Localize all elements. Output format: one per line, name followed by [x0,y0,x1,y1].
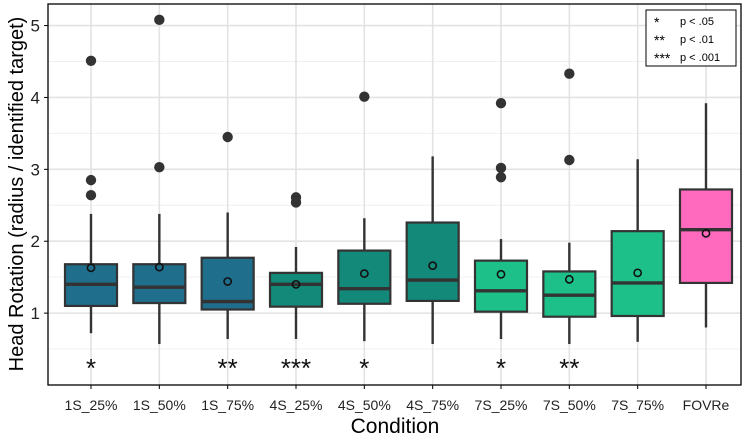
mean-marker [496,269,506,279]
outlier-point [359,91,370,102]
y-tick-label: 5 [31,17,40,36]
box-7S_25%: * [473,98,529,383]
outlier-point [154,14,165,26]
x-axis-ticks: 1S_25% 1S_50% 1S_75% 4S_25% 4S_50% 4S_75% 7S_2… [65,385,730,413]
box-1S_50% [132,14,187,345]
x-tick-label: 1S_50% [133,397,186,413]
legend-label: p < .05 [680,16,714,28]
outlier-point [564,154,575,166]
y-tick-label: 1 [31,304,40,323]
box-1S_25%: * [63,55,119,383]
box-4S_25%: *** [268,192,324,383]
box-4S_75% [405,156,460,345]
mean-marker [564,274,574,284]
outlier-point [85,174,97,186]
y-tick-label: 3 [31,160,40,179]
box-4S_50%: * [337,91,392,383]
legend-box [645,9,737,67]
plot-frame [47,3,742,386]
x-tick-label: 7S_50% [543,397,596,413]
x-tick-label: 1S_75% [201,397,254,413]
significance-marker: * [496,353,506,383]
y-tick-label: 2 [31,232,40,251]
significance-marker: *** [281,353,311,383]
y-axis-ticks: 1 2 3 4 5 [31,17,48,323]
box-7S_50%: ** [542,68,597,383]
mean-marker [428,261,438,271]
x-tick-label: 7S_25% [475,397,528,413]
y-axis-label: Head Rotation (radius / identified targe… [6,17,28,372]
outlier-point [154,161,165,173]
x-axis-label: Condition [351,415,440,436]
legend-label: p < .01 [680,34,714,46]
x-tick-label: 4S_50% [338,397,391,413]
outlier-point [495,162,507,174]
legend: * p < .05 ** p < .01 *** p < .001 [645,9,737,67]
x-tick-label: 1S_25% [65,397,118,413]
box-FOVRe [678,103,734,328]
outlier-point [85,55,97,66]
x-tick-label: 7S_75% [611,397,664,413]
box-1S_75%: ** [200,131,255,383]
mean-marker [291,279,301,289]
x-tick-label: 4S_25% [270,397,323,413]
significance-marker: * [86,353,96,383]
mean-marker [701,228,711,238]
box-7S_75% [610,159,665,342]
box-iqr [473,259,529,313]
x-tick-label: FOVRe [683,397,730,413]
outlier-point [290,192,302,203]
mean-marker [223,277,233,286]
y-tick-label: 4 [31,88,40,107]
legend-symbol: * [654,14,660,30]
outlier-point [222,131,233,143]
x-tick-label: 4S_75% [406,397,459,413]
legend-label: p < .001 [680,52,720,64]
mean-marker [633,268,643,278]
legend-symbol: ** [654,32,665,48]
box-series: * ** *** * * ** [63,14,734,383]
outlier-point [495,172,507,183]
outlier-point [495,98,507,109]
legend-symbol: *** [654,50,671,66]
box-iqr [610,230,665,318]
mean-marker [154,262,164,272]
mean-marker [359,269,369,278]
box-iqr [268,271,324,308]
outlier-point [85,190,97,201]
significance-marker: * [359,353,369,383]
outlier-point [564,68,575,79]
mean-marker [86,263,96,273]
significance-marker: ** [559,353,579,383]
significance-marker: ** [218,353,238,383]
